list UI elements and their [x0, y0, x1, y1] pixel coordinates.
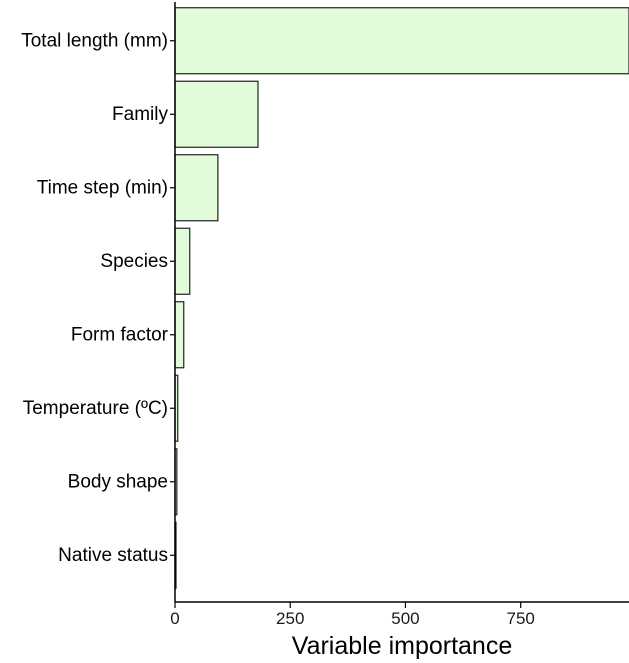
bar-0: [174, 7, 629, 75]
x-tick-label-3: 750: [506, 609, 534, 628]
y-label-4: Form factor: [71, 324, 169, 345]
y-label-7: Native status: [58, 545, 168, 566]
x-axis-ticks: 0 250 500 750: [170, 602, 535, 628]
y-label-3: Species: [100, 251, 168, 272]
bar-2: [174, 154, 219, 222]
bar-3: [174, 227, 191, 295]
bar-4: [174, 301, 185, 369]
y-label-2: Time step (min): [37, 177, 168, 198]
x-axis-title: Variable importance: [292, 632, 512, 660]
bars-group: [174, 7, 629, 589]
x-tick-label-1: 250: [276, 609, 304, 628]
bar-1: [174, 80, 259, 148]
y-label-0: Total length (mm): [21, 30, 168, 51]
y-axis-labels: Total length (mm) Family Time step (min) Sp…: [21, 30, 175, 566]
y-label-5: Temperature (ºC): [23, 398, 168, 419]
x-tick-label-0: 0: [170, 609, 179, 628]
x-tick-label-2: 500: [391, 609, 419, 628]
y-label-1: Family: [112, 104, 168, 125]
y-label-6: Body shape: [68, 471, 168, 492]
